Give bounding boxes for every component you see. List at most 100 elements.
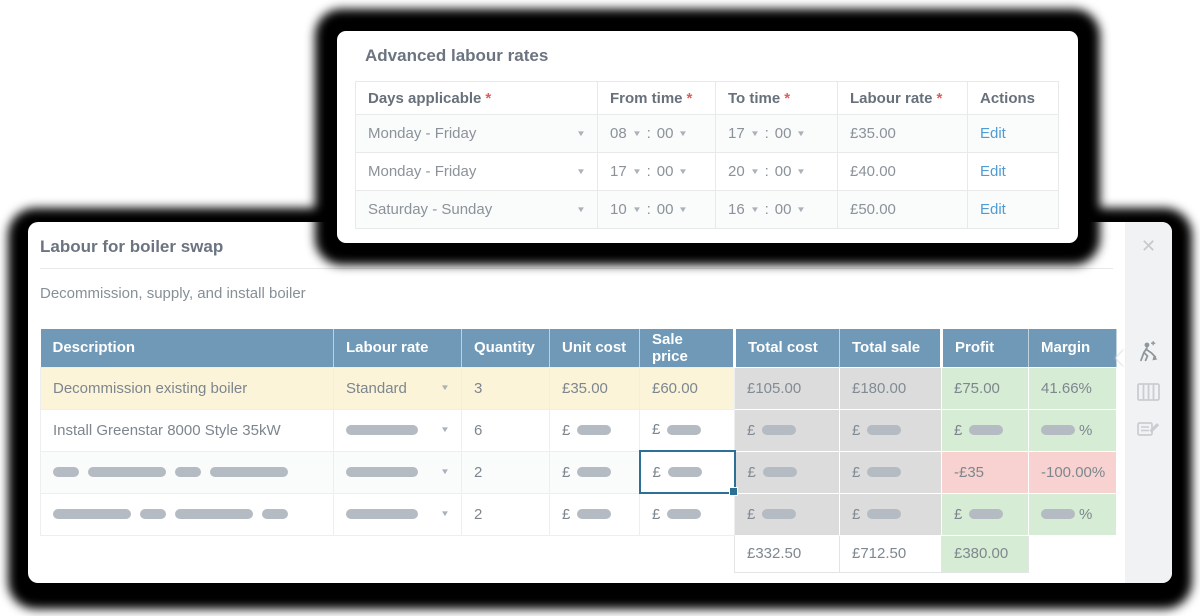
from-hour-select[interactable]: 17 ▼ (610, 163, 642, 180)
placeholder-pill (969, 425, 1004, 435)
rate-row: Monday - Friday ▼ 08 ▼:00 ▼ 17 ▼:00 ▼ £35.00 … (355, 114, 1059, 153)
col-from-time: From time * (597, 81, 716, 115)
description-cell[interactable] (40, 492, 334, 536)
from-hour-select[interactable]: 08 ▼ (610, 125, 642, 142)
estimate-row: Decommission existing boiler Standard ▼ 3… (40, 366, 1117, 410)
description-cell[interactable]: Install Greenstar 8000 Style 35kW (40, 408, 334, 452)
estimate-row: ▼ 2 £ £ £ £ £ % (40, 492, 1117, 536)
unit-cost-cell[interactable]: £ (549, 450, 640, 494)
to-hour-select[interactable]: 17 ▼ (728, 125, 760, 142)
from-hour-select[interactable]: 10 ▼ (610, 201, 642, 218)
sale-price-cell-selected[interactable]: £ (638, 450, 739, 497)
to-hour-select[interactable]: 16 ▼ (728, 201, 760, 218)
currency-symbol: £ (562, 463, 571, 481)
columns-icon[interactable] (1136, 382, 1161, 402)
labour-rate-value: £40.00 (837, 152, 968, 191)
close-icon[interactable]: ✕ (1140, 236, 1157, 256)
notes-icon[interactable] (1136, 417, 1161, 439)
unit-cost-cell[interactable]: £ (549, 492, 640, 536)
divider (40, 268, 1113, 269)
currency-symbol: £ (852, 463, 861, 481)
estimate-subtitle: Decommission, supply, and install boiler (40, 285, 306, 302)
currency-symbol: £ (852, 505, 861, 523)
sale-price-cell[interactable]: £ (639, 492, 735, 536)
col-total-sale: Total sale (839, 329, 942, 367)
days-select[interactable]: Monday - Friday ▼ (368, 125, 586, 142)
rates-header-row: Days applicable * From time * To time * Lab… (355, 81, 1059, 115)
quantity-cell[interactable]: 2 (461, 450, 550, 494)
chevron-down-icon: ▼ (749, 166, 760, 176)
required-marker: * (485, 89, 492, 107)
to-minute-select[interactable]: 00 ▼ (774, 125, 807, 142)
quantity-cell[interactable]: 6 (461, 408, 550, 452)
col-total-cost: Total cost (733, 329, 840, 367)
description-cell[interactable] (40, 450, 334, 494)
profit-sum: £380.00 (941, 534, 1029, 573)
chevron-down-icon: ▼ (440, 425, 450, 434)
from-minute-select[interactable]: 00 ▼ (656, 125, 689, 142)
labour-rate-select[interactable]: ▼ (333, 408, 462, 452)
estimate-content: Labour for boiler swap Decommission, sup… (28, 222, 1125, 583)
days-select[interactable]: Monday - Friday ▼ (368, 163, 586, 180)
sale-price-cell[interactable]: £60.00 (639, 366, 735, 410)
time-separator: : (646, 163, 651, 180)
to-minute-select[interactable]: 00 ▼ (774, 201, 807, 218)
labour-rate-select[interactable]: Standard ▼ (333, 366, 462, 410)
labour-rate-select[interactable]: ▼ (333, 492, 462, 536)
estimate-row: ▼ 2 £ £ £ £ -£35 -100.00% (40, 450, 1117, 497)
edit-link[interactable]: Edit (980, 125, 1006, 142)
quantity-cell[interactable]: 2 (461, 492, 550, 536)
total-cost-cell: £ (734, 492, 840, 536)
chevron-down-icon: ▼ (440, 467, 450, 476)
col-description: Description (40, 329, 334, 367)
advanced-rates-table: Days applicable * From time * To time * Lab… (355, 81, 1059, 229)
active-tool-notch (1116, 349, 1125, 367)
currency-symbol: £ (652, 463, 661, 481)
placeholder-pill (53, 509, 131, 519)
placeholder-pill (577, 467, 612, 477)
days-select[interactable]: Saturday - Sunday ▼ (368, 201, 586, 218)
rate-row: Monday - Friday ▼ 17 ▼:00 ▼ 20 ▼:00 ▼ £40.00 … (355, 152, 1059, 191)
placeholder-pill (762, 467, 797, 477)
labour-worker-icon[interactable] (1135, 340, 1162, 367)
sale-price-cell[interactable]: £ (639, 408, 735, 452)
chevron-down-icon: ▼ (440, 509, 450, 518)
currency-symbol: £ (652, 505, 661, 523)
labour-rate-select[interactable]: ▼ (333, 450, 462, 494)
time-separator: : (646, 125, 651, 142)
currency-symbol: £ (562, 421, 571, 439)
profit-cell: £ (941, 492, 1029, 536)
estimate-title: Labour for boiler swap (40, 237, 224, 256)
labour-estimate-card: Labour for boiler swap Decommission, sup… (28, 222, 1172, 583)
edit-link[interactable]: Edit (980, 201, 1006, 218)
right-toolbar: ✕ (1116, 222, 1172, 583)
margin-cell: 41.66% (1028, 366, 1117, 410)
chevron-down-icon: ▼ (631, 204, 642, 214)
edit-link[interactable]: Edit (980, 163, 1006, 180)
description-cell[interactable]: Decommission existing boiler (40, 366, 334, 410)
chevron-down-icon: ▼ (678, 204, 689, 214)
placeholder-pill (262, 509, 288, 519)
col-labour-rate: Labour rate (333, 329, 462, 367)
unit-cost-cell[interactable]: £35.00 (549, 366, 640, 410)
placeholder-pill (346, 425, 418, 435)
margin-cell: -100.00% (1028, 450, 1117, 494)
quantity-cell[interactable]: 3 (461, 366, 550, 410)
col-quantity: Quantity (461, 329, 550, 367)
chevron-down-icon: ▼ (749, 128, 760, 138)
placeholder-pill (1041, 425, 1075, 435)
to-minute-select[interactable]: 00 ▼ (774, 163, 807, 180)
estimate-row: Install Greenstar 8000 Style 35kW ▼ 6 £ … (40, 408, 1117, 452)
placeholder-pill (175, 509, 253, 519)
from-minute-select[interactable]: 00 ▼ (656, 201, 689, 218)
chevron-down-icon: ▼ (678, 166, 689, 176)
profit-cell: £75.00 (941, 366, 1029, 410)
to-hour-select[interactable]: 20 ▼ (728, 163, 760, 180)
time-separator: : (646, 201, 651, 218)
chevron-down-icon: ▼ (576, 166, 586, 176)
chevron-down-icon: ▼ (796, 204, 807, 214)
unit-cost-cell[interactable]: £ (549, 408, 640, 452)
profit-cell: -£35 (941, 450, 1029, 494)
col-labour-rate: Labour rate * (837, 81, 968, 115)
from-minute-select[interactable]: 00 ▼ (656, 163, 689, 180)
